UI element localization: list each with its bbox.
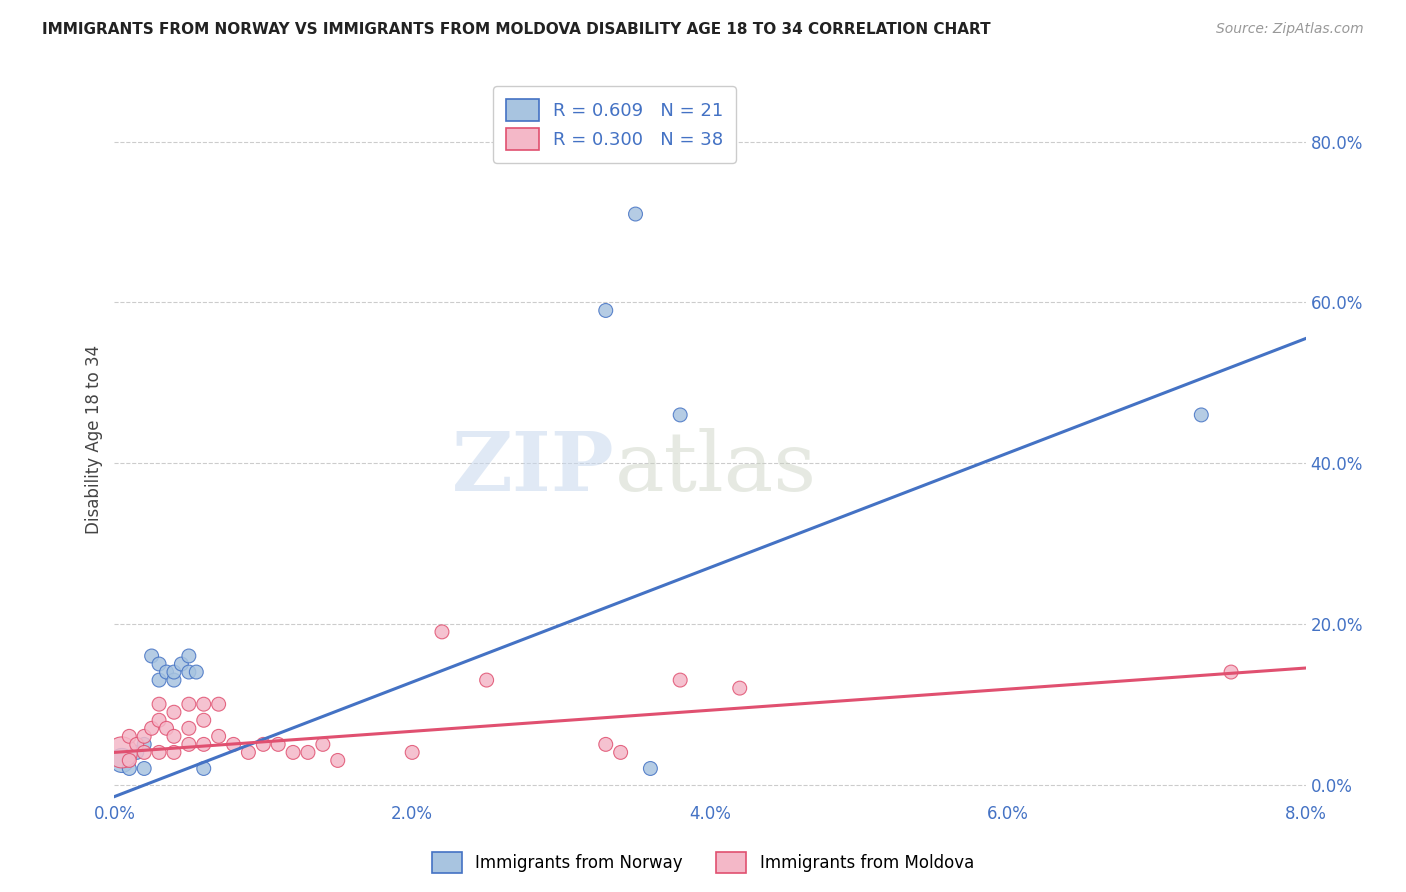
Point (193, 697, 215, 711)
Point (193, 737, 215, 751)
Y-axis label: Disability Age 18 to 34: Disability Age 18 to 34 (86, 344, 103, 533)
Point (148, 746, 170, 760)
Point (148, 697, 170, 711)
Point (134, 737, 156, 751)
Point (134, 746, 156, 760)
Point (326, 754, 349, 768)
Point (170, 657, 193, 671)
Point (267, 737, 290, 751)
Point (669, 408, 692, 422)
Point (193, 762, 215, 776)
Point (134, 762, 156, 776)
Text: atlas: atlas (614, 428, 817, 508)
Point (624, 207, 647, 221)
Point (118, 729, 141, 743)
Point (125, 737, 148, 751)
Point (640, 762, 662, 776)
Point (430, 624, 453, 639)
Point (141, 648, 163, 663)
Point (609, 746, 631, 760)
Point (148, 713, 170, 727)
Point (281, 746, 304, 760)
Point (155, 721, 177, 735)
Point (669, 673, 692, 687)
Point (118, 754, 141, 768)
Point (186, 665, 208, 679)
Point (163, 729, 186, 743)
Point (401, 746, 423, 760)
Point (595, 737, 617, 751)
Point (1220, 665, 1243, 679)
Point (595, 303, 617, 318)
Point (193, 713, 215, 727)
Point (125, 746, 148, 760)
Point (177, 737, 200, 751)
Point (177, 697, 200, 711)
Legend: R = 0.609   N = 21, R = 0.300   N = 38: R = 0.609 N = 21, R = 0.300 N = 38 (494, 87, 735, 163)
Text: Source: ZipAtlas.com: Source: ZipAtlas.com (1216, 22, 1364, 37)
Point (155, 665, 177, 679)
Point (111, 746, 134, 760)
Point (297, 746, 319, 760)
Point (312, 737, 335, 751)
Point (163, 673, 186, 687)
Point (208, 697, 231, 711)
Point (163, 746, 186, 760)
Point (252, 737, 274, 751)
Point (177, 665, 200, 679)
Point (163, 705, 186, 719)
Point (1189, 408, 1212, 422)
Text: ZIP: ZIP (453, 428, 614, 508)
Point (148, 673, 170, 687)
Point (177, 648, 200, 663)
Point (111, 754, 134, 768)
Point (177, 721, 200, 735)
Point (208, 729, 231, 743)
Legend: Immigrants from Norway, Immigrants from Moldova: Immigrants from Norway, Immigrants from … (426, 846, 980, 880)
Point (163, 665, 186, 679)
Point (118, 762, 141, 776)
Point (222, 737, 245, 751)
Text: IMMIGRANTS FROM NORWAY VS IMMIGRANTS FROM MOLDOVA DISABILITY AGE 18 TO 34 CORREL: IMMIGRANTS FROM NORWAY VS IMMIGRANTS FRO… (42, 22, 991, 37)
Point (238, 746, 260, 760)
Point (141, 721, 163, 735)
Point (728, 681, 751, 695)
Point (475, 673, 498, 687)
Point (148, 657, 170, 671)
Point (134, 729, 156, 743)
